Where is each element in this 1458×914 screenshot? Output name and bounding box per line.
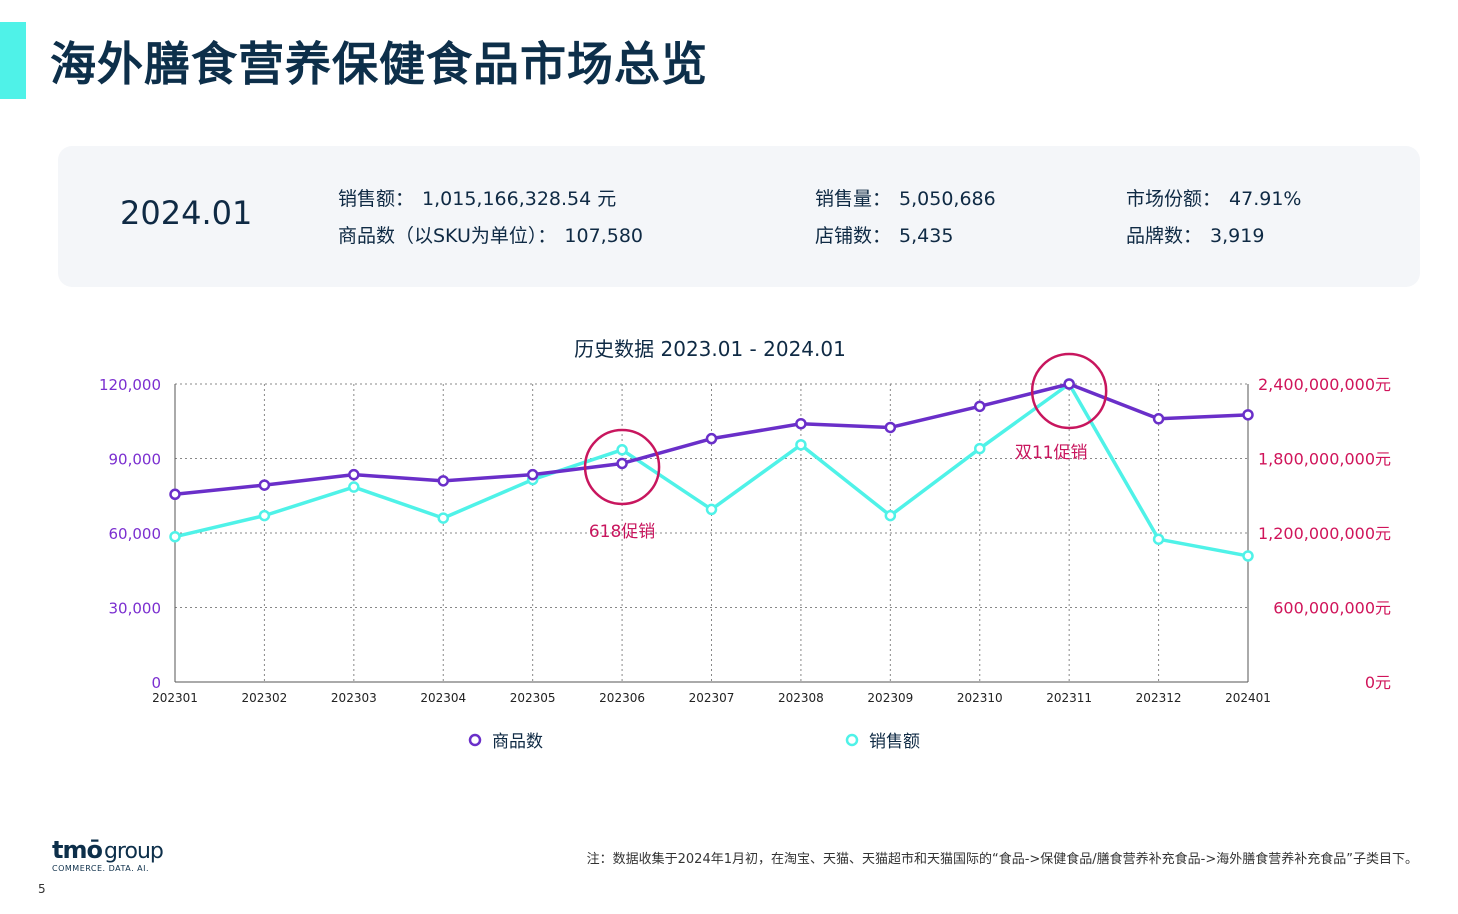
chart-annotations: 618促销 双11促销 bbox=[583, 352, 1108, 542]
stat-value: 5,435 bbox=[899, 225, 954, 247]
highlight-circle-618 bbox=[583, 428, 661, 506]
x-tick-label: 202306 bbox=[599, 691, 645, 705]
legend-label: 销售额 bbox=[869, 732, 920, 752]
annotation-618: 618促销 bbox=[589, 522, 655, 542]
x-tick-label: 202302 bbox=[242, 691, 288, 705]
sales-amount-point bbox=[169, 530, 181, 543]
page-number: 5 bbox=[38, 882, 46, 896]
footnote: 注：数据收集于2024年1月初，在淘宝、天猫、天猫超市和天猫国际的“食品->保健… bbox=[586, 852, 1418, 867]
sales-amount-point bbox=[705, 503, 718, 516]
stat-label: 销售量： bbox=[815, 188, 892, 210]
product-count-point bbox=[974, 400, 986, 413]
stat-sku-count: 商品数（以SKU为单位）： 107,580 bbox=[338, 221, 643, 248]
sales-amount-point bbox=[258, 509, 271, 522]
chart-series bbox=[169, 378, 1254, 562]
chart-axes: 0 0元 30,000 600,000,000元 60,000 1,200,000,000… bbox=[99, 375, 1391, 705]
x-tick-label: 202308 bbox=[778, 691, 824, 705]
sales-amount-point bbox=[1242, 550, 1254, 562]
product-count-point bbox=[616, 457, 628, 470]
title-accent-bar bbox=[0, 22, 26, 99]
stat-value: 47.91% bbox=[1229, 188, 1302, 210]
stat-value: 107,580 bbox=[564, 225, 643, 247]
stat-label: 店铺数： bbox=[815, 225, 892, 247]
y-left-tick-label: 90,000 bbox=[109, 451, 162, 469]
sales-amount-point bbox=[1152, 533, 1165, 545]
x-tick-label: 202309 bbox=[867, 691, 913, 705]
legend-label: 商品数 bbox=[492, 732, 543, 752]
x-tick-label: 202301 bbox=[152, 691, 198, 705]
product-count-point bbox=[258, 479, 271, 491]
stat-label: 市场份额： bbox=[1126, 188, 1222, 210]
legend-marker bbox=[468, 733, 482, 747]
x-tick-label: 202307 bbox=[689, 691, 735, 705]
y-left-tick-label: 30,000 bbox=[109, 600, 162, 618]
product-count-point bbox=[795, 417, 807, 430]
product-count-point bbox=[1152, 413, 1165, 425]
history-chart: 历史数据 2023.01 - 2024.01 0 0元 30,000 600,000,… bbox=[0, 320, 1458, 780]
chart-svg: 历史数据 2023.01 - 2024.01 0 0元 30,000 600,000,… bbox=[99, 337, 1391, 752]
x-tick-label: 202303 bbox=[331, 691, 377, 705]
chart-grid bbox=[174, 383, 1249, 683]
chart-legend: 商品数 销售额 bbox=[468, 732, 920, 752]
stat-sales-volume: 销售量： 5,050,686 bbox=[815, 184, 996, 211]
summary-panel: 2024.01 销售额： 1,015,166,328.54 元 商品数（以SKU为… bbox=[58, 146, 1420, 287]
y-right-tick-label: 0元 bbox=[1365, 673, 1391, 692]
page-title: 海外膳食营养保健食品市场总览 bbox=[50, 37, 708, 91]
product-count-point bbox=[884, 421, 897, 434]
stat-label: 品牌数： bbox=[1126, 225, 1203, 247]
y-left-tick-label: 0 bbox=[151, 674, 161, 692]
sales-amount-point bbox=[974, 442, 986, 455]
stat-value: 5,050,686 bbox=[899, 188, 996, 210]
x-tick-label: 202311 bbox=[1046, 691, 1092, 705]
chart-title: 历史数据 2023.01 - 2024.01 bbox=[574, 337, 846, 361]
y-right-tick-label: 2,400,000,000元 bbox=[1258, 375, 1391, 394]
y-left-tick-label: 60,000 bbox=[109, 525, 162, 543]
sales-amount-point bbox=[884, 509, 897, 522]
annotation-double11: 双11促销 bbox=[1015, 443, 1088, 463]
logo-tagline: COMMERCE. DATA. AI. bbox=[52, 864, 150, 873]
sales-amount-point bbox=[616, 444, 628, 456]
stat-label: 商品数（以SKU为单位）： bbox=[338, 225, 557, 247]
sales-amount-point bbox=[348, 481, 360, 493]
x-tick-label: 202305 bbox=[510, 691, 556, 705]
stat-brand-count: 品牌数： 3,919 bbox=[1126, 221, 1264, 248]
x-tick-label: 202312 bbox=[1136, 691, 1182, 705]
product-count-point bbox=[348, 468, 360, 481]
product-count-point bbox=[437, 475, 449, 487]
stat-store-count: 店铺数： 5,435 bbox=[815, 221, 953, 248]
logo-group: group bbox=[103, 839, 164, 864]
stat-sales-amount: 销售额： 1,015,166,328.54 元 bbox=[338, 184, 616, 211]
product-count-point bbox=[1242, 409, 1254, 421]
logo-brand: tmō bbox=[52, 836, 103, 864]
highlight-circle-double11 bbox=[1030, 352, 1108, 430]
x-tick-label: 202310 bbox=[957, 691, 1003, 705]
sales-amount-point bbox=[795, 439, 807, 451]
product-count-point bbox=[1063, 378, 1075, 390]
x-tick-label: 202304 bbox=[420, 691, 466, 705]
stat-value: 1,015,166,328.54 元 bbox=[422, 188, 617, 210]
y-right-tick-label: 600,000,000元 bbox=[1273, 599, 1391, 618]
stat-market-share: 市场份额： 47.91% bbox=[1126, 184, 1301, 211]
x-tick-label: 202401 bbox=[1225, 691, 1271, 705]
legend-marker bbox=[845, 733, 859, 747]
product-count-point bbox=[169, 488, 181, 501]
y-right-tick-label: 1,800,000,000元 bbox=[1258, 450, 1391, 469]
y-right-tick-label: 1,200,000,000元 bbox=[1258, 524, 1391, 543]
y-left-tick-label: 120,000 bbox=[99, 376, 161, 394]
tmo-group-logo: tmōgroup COMMERCE. DATA. AI. bbox=[52, 836, 164, 873]
summary-period: 2024.01 bbox=[120, 194, 253, 232]
stat-value: 3,919 bbox=[1210, 225, 1265, 247]
sales-amount-point bbox=[437, 512, 449, 524]
product-count-point bbox=[705, 432, 718, 445]
product-count-point bbox=[526, 468, 539, 481]
stat-label: 销售额： bbox=[338, 188, 415, 210]
